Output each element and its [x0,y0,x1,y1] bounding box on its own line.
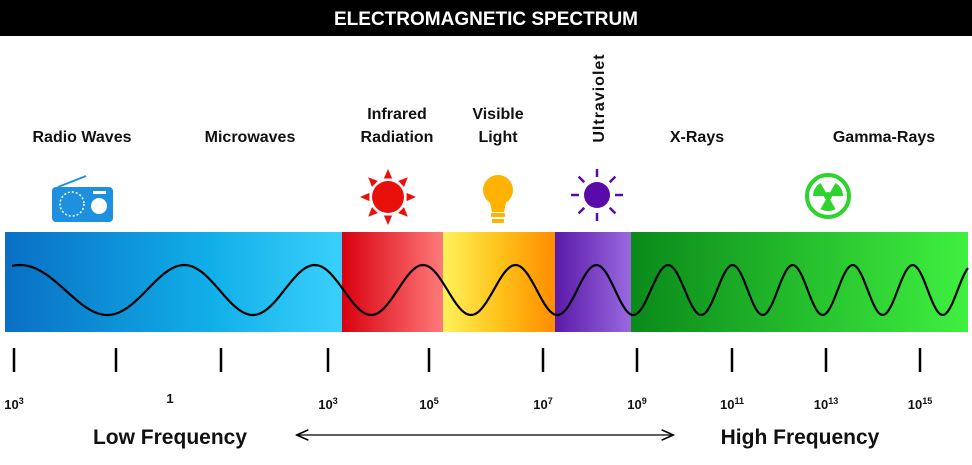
ray [383,215,393,225]
radio-icon [52,175,113,222]
scale-label: 105 [419,396,438,412]
ray [608,175,617,184]
base: 10 [720,397,734,412]
radiation-icon [805,173,851,219]
band-label: Gamma-Rays [833,129,935,146]
scale-label: 103 [4,396,23,412]
band-label: Radiation [361,129,434,146]
infrared-segment [342,232,444,332]
base: 10 [533,397,547,412]
title: ELECTROMAGNETIC SPECTRUM [334,9,638,30]
base: 10 [4,397,18,412]
ray [368,207,378,217]
exponent: 7 [548,396,553,406]
radio-segment [5,232,343,332]
exponent: 15 [922,396,932,406]
scale-label: 1013 [814,396,838,412]
ray [577,175,586,184]
band-label: Radio Waves [33,129,132,146]
high-frequency-label: High Frequency [721,426,880,449]
band-label: Ultraviolet [591,53,608,142]
scale-label: 103 [318,396,337,412]
exponent: 13 [828,396,838,406]
ray [577,206,586,215]
uv-sun-icon [571,169,623,221]
scale-label: 1 [166,391,173,406]
base: 10 [908,397,922,412]
infrared-sun-icon [360,169,416,225]
bulb-icon [483,175,513,223]
scale-label: 107 [533,396,552,412]
exponent: 3 [19,396,24,406]
base: 1 [166,391,173,406]
scale-label: 109 [627,396,646,412]
xray-segment [631,232,968,332]
band-label: Visible [472,106,523,123]
base: 10 [814,397,828,412]
exponent: 9 [642,396,647,406]
base: 10 [419,397,433,412]
sun-core [584,182,610,208]
band-label: X-Rays [670,129,724,146]
exponent: 3 [333,396,338,406]
low-frequency-label: Low Frequency [93,426,247,449]
wave [11,263,969,317]
sun-core [372,181,404,213]
ray [406,192,416,202]
ray [608,206,617,215]
uv-segment [555,232,632,332]
scale-label: 1011 [720,396,744,412]
base: 10 [627,397,641,412]
title-bar [0,0,972,36]
ray [360,192,370,202]
ray [398,177,408,187]
band-label: Light [478,129,518,146]
band-label: Infrared [367,106,427,123]
exponent: 5 [434,396,439,406]
band-label: Microwaves [205,129,296,146]
spectrum-band [5,232,969,332]
scale-label: 1015 [908,396,932,412]
exponent: 11 [734,396,744,406]
ray [383,169,393,179]
base: 10 [318,397,332,412]
ray [368,177,378,187]
ray [398,207,408,217]
